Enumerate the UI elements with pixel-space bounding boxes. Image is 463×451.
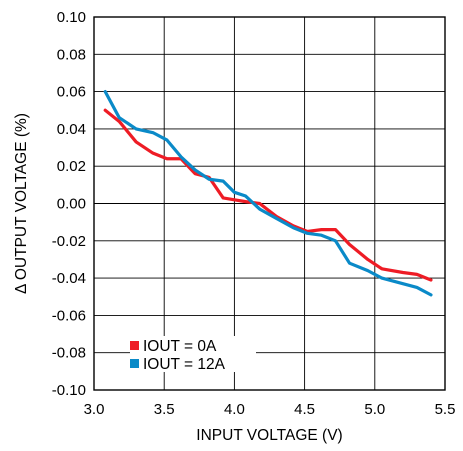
- y-tick-label: 0.10: [57, 9, 86, 26]
- plot-frame: [93, 16, 446, 391]
- y-tick-label: -0.02: [52, 233, 86, 250]
- legend-swatch-0: [130, 341, 139, 350]
- plot-border: [93, 16, 446, 391]
- legend-label-0: IOUT = 0A: [143, 338, 217, 355]
- x-axis-title: INPUT VOLTAGE (V): [196, 427, 342, 444]
- series-line-1: [103, 89, 433, 297]
- y-tick-label: -0.04: [52, 270, 86, 287]
- y-tick-label: 0.00: [57, 196, 86, 213]
- x-tick-label: 3.5: [154, 401, 175, 418]
- y-tick-label: 0.06: [57, 84, 86, 101]
- y-tick-label: 0.02: [57, 158, 86, 175]
- y-tick-label: 0.08: [57, 46, 86, 63]
- tick-labels: 3.0 3.5 4.0 4.5 5.0 5.5 0.10 0.08 0.06 0.04 0.02 0.…: [52, 9, 456, 418]
- series-line-0: [103, 108, 433, 282]
- legend-label-1: IOUT = 12A: [143, 356, 226, 373]
- grid-lines: [93, 16, 446, 391]
- y-tick-label: 0.04: [57, 121, 86, 138]
- x-tick-label: 4.5: [294, 401, 315, 418]
- x-tick-label: 4.0: [224, 401, 245, 418]
- x-tick-label: 3.0: [84, 401, 105, 418]
- legend-background: [130, 336, 256, 372]
- legend-swatch-1: [130, 359, 139, 368]
- x-tick-label: 5.5: [435, 401, 456, 418]
- y-tick-label: -0.08: [52, 345, 86, 362]
- y-tick-label: -0.06: [52, 307, 86, 324]
- y-axis-title: Δ OUTPUT VOLTAGE (%): [13, 113, 30, 294]
- y-tick-label: -0.10: [52, 382, 86, 399]
- series-lines: [103, 89, 433, 297]
- x-tick-label: 5.0: [364, 401, 385, 418]
